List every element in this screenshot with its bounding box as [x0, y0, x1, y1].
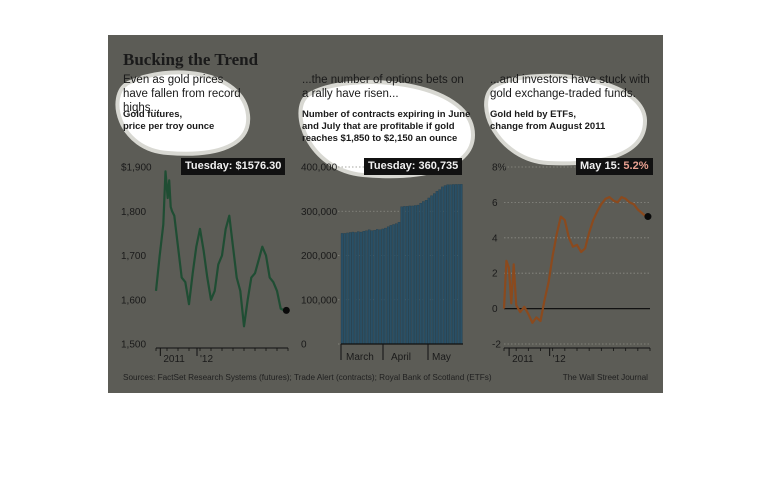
- credit: The Wall Street Journal: [562, 373, 648, 382]
- panel-2-bar: [351, 231, 355, 345]
- charts-canvas: $1,900 1,800 1,700 1,600 1,500 2011 '12 400,00…: [115, 70, 652, 365]
- panel-3-xtick-label: 2011: [512, 354, 534, 365]
- panel-1-ytick-label: 1,600: [121, 295, 146, 306]
- panel-2-bar: [405, 206, 409, 345]
- infographic: $1,900 1,800 1,700 1,600 1,500 2011 '12 400,00…: [108, 35, 663, 393]
- panel-2-bar: [384, 227, 387, 345]
- panel-2-bar: [403, 206, 406, 345]
- panel-2-bar: [386, 226, 390, 345]
- panel-2-bar: [416, 204, 420, 345]
- panel-3-ytick-label: 0: [492, 304, 498, 315]
- panel-2-callout: Tuesday: 360,735: [364, 158, 463, 175]
- panel-2-bar: [449, 184, 452, 345]
- panel-2-xtick-label: April: [391, 352, 411, 363]
- panel-3-ytick-label: -2: [492, 340, 501, 351]
- panel-2-bar: [411, 205, 414, 345]
- panel-2-ytick-label: 200,000: [301, 251, 338, 262]
- panel-2-label-line2: and July that are profitable if gold: [302, 121, 455, 132]
- panel-2-bar: [441, 186, 444, 345]
- panel-1-subtitle: Even as gold prices have fallen from rec…: [123, 74, 241, 114]
- panel-2-bar: [359, 231, 363, 345]
- panel-2-bar: [452, 184, 455, 345]
- panel-2-bar: [400, 206, 403, 345]
- panel-2-xtick-label: March: [346, 352, 374, 363]
- panel-1-ytick-label: $1,900: [121, 163, 152, 174]
- panel-2-ytick-label: 100,000: [301, 295, 338, 306]
- panel-2-ytick-label: 400,000: [301, 163, 338, 174]
- panel-2-bar: [435, 191, 439, 345]
- highlight-blob-3: [484, 73, 648, 166]
- panel-2-bar: [424, 200, 428, 345]
- panel-3-callout-value: 5.2%: [623, 160, 649, 172]
- panel-3-ytick-label: 6: [492, 198, 498, 209]
- panel-2-ytick-label: 0: [301, 340, 307, 351]
- panel-1-label-line2: price per troy ounce: [123, 121, 215, 132]
- panel-2-bar: [389, 225, 393, 345]
- panel-2-bar: [357, 231, 360, 345]
- panel-3-series-line: [502, 196, 647, 324]
- panel-2-label-line1: Number of contracts expiring in June: [302, 109, 471, 120]
- panel-1-xtick-label: 2011: [163, 354, 185, 365]
- panel-3-ytick-label: 2: [492, 269, 498, 280]
- panel-2-bar: [340, 233, 344, 345]
- panel-2-bar: [443, 185, 447, 345]
- panel-2-bar: [422, 201, 425, 345]
- panel-2-bar: [457, 184, 460, 345]
- panel-2-bar: [370, 230, 374, 345]
- panel-1-last-point: [282, 306, 290, 314]
- panel-2-subtitle: ...the number of options bets on a rally…: [302, 74, 464, 100]
- panel-2-bar: [367, 229, 371, 345]
- panel-1-xtick-label: '12: [200, 354, 213, 365]
- panel-2-bar: [395, 223, 398, 345]
- panel-1-series-line: [154, 170, 285, 328]
- panel-2-ytick-label: 300,000: [301, 207, 338, 218]
- panel-2-bar: [343, 233, 346, 345]
- panel-2-bar: [392, 224, 395, 345]
- panel-3-last-point: [644, 213, 652, 221]
- panel-1-ytick-label: 1,700: [121, 251, 146, 262]
- panel-3-label-line2: change from August 2011: [490, 121, 606, 132]
- highlight-blob-1: [115, 70, 251, 156]
- panel-2-bar: [362, 231, 365, 345]
- panel-3-label-line1: Gold held by ETFs,: [490, 109, 577, 120]
- panel-3-callout-prefix: May 15:: [580, 160, 621, 172]
- chart-title: Bucking the Trend: [123, 50, 259, 69]
- panel-3-ytick-label: 8%: [492, 163, 507, 174]
- panel-2-bar: [419, 203, 422, 345]
- panel-2-bar: [430, 195, 433, 345]
- panel-2-xtick-label: May: [432, 352, 451, 363]
- panel-2-bar: [376, 229, 379, 345]
- panel-3-callout: May 15: 5.2%: [576, 158, 653, 175]
- panel-1-label-line1: Gold futures,: [123, 109, 183, 120]
- panel-2-bar: [354, 232, 357, 345]
- panel-3-subtitle: ...and investors have stuck with gold ex…: [490, 74, 650, 100]
- panel-2-bar: [348, 232, 352, 345]
- panel-2-bar: [454, 184, 458, 345]
- panel-1-ytick-label: 1,500: [121, 340, 146, 351]
- panel-2-bar: [427, 197, 431, 345]
- panel-2-bar: [346, 232, 349, 345]
- panel-2-bar: [378, 229, 382, 345]
- panel-2-bar: [438, 189, 441, 345]
- panel-3-ytick-label: 4: [492, 233, 498, 244]
- panel-2-bar: [373, 230, 376, 345]
- panel-2-label-line3: reaches $1,850 to $2,150 an ounce: [302, 133, 458, 144]
- panel-1-callout: Tuesday: $1576.30: [181, 158, 286, 175]
- panel-2-bar: [433, 193, 436, 345]
- panel-2-bar: [381, 228, 384, 345]
- panel-2-bar: [414, 205, 417, 345]
- panel-2-bar: [460, 184, 463, 345]
- panel-2-bar: [408, 205, 412, 345]
- panel-1-ytick-label: 1,800: [121, 207, 146, 218]
- panel-2-bar: [446, 184, 449, 345]
- source-note: Sources: FactSet Research Systems (futur…: [123, 373, 492, 382]
- panel-2-bar: [397, 222, 401, 345]
- panel-2-bar: [365, 230, 368, 345]
- panel-3-xtick-label: '12: [553, 354, 566, 365]
